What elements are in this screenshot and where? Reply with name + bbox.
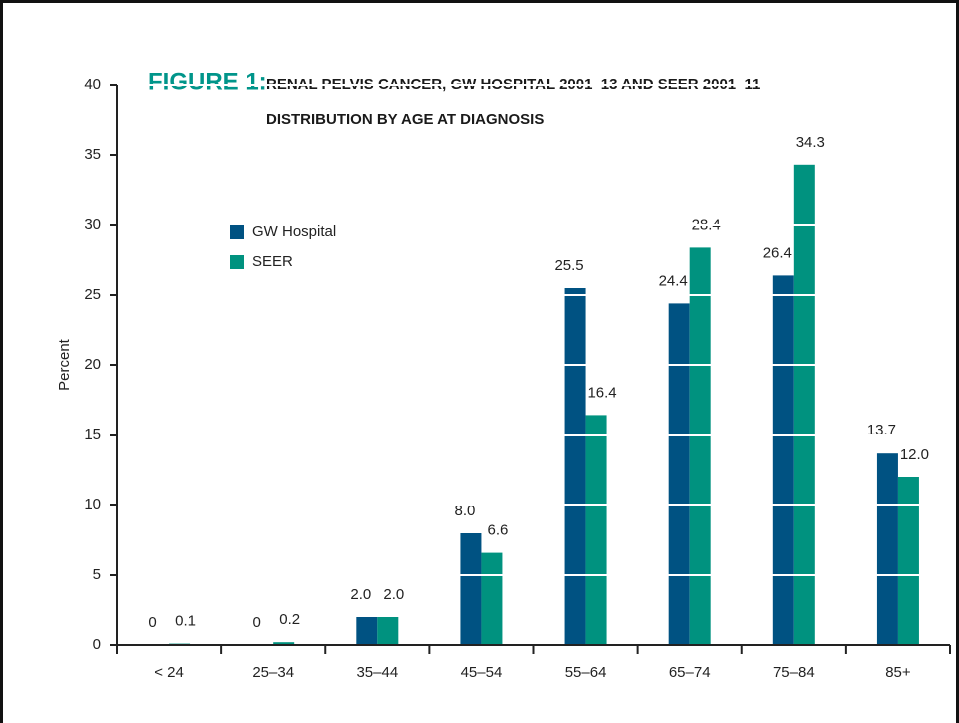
x-tick-label: 55–64 [565, 664, 607, 681]
data-label: 25.5 [554, 257, 583, 274]
data-label: 8.0 [455, 502, 476, 519]
y-tick-label: 40 [84, 76, 101, 93]
bar [772, 275, 794, 645]
data-label: 0.2 [279, 611, 300, 628]
data-label: 13.7 [867, 422, 896, 439]
bar [793, 164, 815, 646]
data-label: 16.4 [587, 384, 616, 401]
bar [564, 288, 586, 645]
data-label: 6.6 [488, 522, 509, 539]
data-label: 12.0 [900, 446, 929, 463]
y-tick-label: 10 [84, 496, 101, 513]
bar [356, 617, 378, 645]
y-tick-label: 30 [84, 216, 101, 233]
x-tick-label: 75–84 [773, 664, 815, 681]
y-tick-label: 0 [93, 636, 101, 653]
x-tick-label: 45–54 [461, 664, 503, 681]
x-tick-label: 35–44 [356, 664, 398, 681]
bar [377, 617, 399, 645]
legend-swatch [230, 225, 244, 239]
y-axis-title: Percent [56, 338, 73, 391]
legend-label: GW Hospital [252, 223, 336, 240]
title-prefix: FIGURE 1: [148, 68, 267, 95]
y-tick-label: 5 [93, 566, 101, 583]
bar [897, 477, 919, 645]
bar [460, 533, 482, 645]
data-label: 2.0 [350, 586, 371, 603]
data-label: 0 [253, 614, 261, 631]
x-tick-label: 85+ [885, 664, 911, 681]
chart-title: DISTRIBUTION BY AGE AT DIAGNOSIS [266, 111, 544, 128]
bar [273, 642, 295, 645]
x-tick-label: 25–34 [252, 664, 294, 681]
data-label: 34.3 [796, 134, 825, 151]
y-tick-label: 35 [84, 146, 101, 163]
y-tick-label: 20 [84, 356, 101, 373]
bar [876, 453, 898, 645]
data-label: 2.0 [383, 586, 404, 603]
legend-swatch [230, 255, 244, 269]
data-label: 24.4 [659, 272, 688, 289]
bar [585, 415, 607, 645]
bar [689, 247, 711, 645]
y-tick-label: 15 [84, 426, 101, 443]
x-tick-label: < 24 [154, 664, 184, 681]
legend-label: SEER [252, 253, 293, 270]
y-tick-label: 25 [84, 286, 101, 303]
x-tick-label: 65–74 [669, 664, 711, 681]
bar [481, 552, 503, 645]
data-label: 0 [148, 614, 156, 631]
data-label: 0.1 [175, 613, 196, 630]
bar [668, 303, 690, 645]
data-label: 26.4 [763, 244, 792, 261]
